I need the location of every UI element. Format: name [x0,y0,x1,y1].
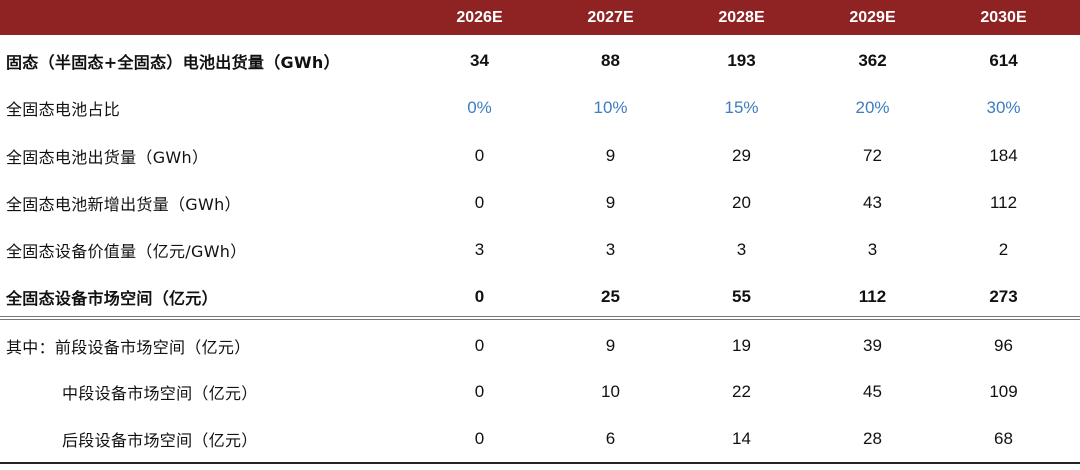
cell-value: 6 [605,428,616,448]
cell-value: 193 [727,50,756,70]
table-row: 全固态电池占比 0% 10% 15% 20% 30% [0,84,1080,131]
cell-value: 22 [732,381,751,401]
cell-value: 0 [474,381,485,401]
cell-value: 112 [858,286,887,306]
cell-value: 43 [863,192,882,212]
cell-value: 9 [605,192,616,212]
table-row: 其中：前段设备市场空间（亿元） 0 9 19 39 96 [0,322,1080,369]
cell-value: 3 [605,239,616,259]
table-row: 中段设备市场空间（亿元） 0 10 22 45 109 [0,368,1080,415]
cell-value: 34 [470,50,489,70]
cell-value: 15% [724,97,759,117]
cell-value: 184 [989,145,1018,165]
cell-value: 39 [863,335,882,355]
header-year-2028: 2028E [718,8,765,26]
cell-value: 96 [994,335,1013,355]
cell-value: 3 [867,239,878,259]
cell-value: 0 [474,428,485,448]
cell-value: 362 [858,50,887,70]
cell-value: 72 [863,145,882,165]
cell-value: 9 [605,145,616,165]
table-row: 固态（半固态+全固态）电池出货量（GWh） 34 88 193 362 614 [0,37,1080,84]
double-divider [0,316,1080,320]
cell-value: 30% [986,97,1021,117]
row-label: 全固态设备市场空间（亿元） [6,288,218,308]
row-label: 后段设备市场空间（亿元） [62,430,258,450]
cell-value: 3 [474,239,485,259]
cell-value: 19 [732,335,751,355]
header-year-2030: 2030E [980,8,1027,26]
cell-value: 29 [732,145,751,165]
cell-value: 0 [474,145,485,165]
cell-value: 45 [863,381,882,401]
cell-value: 0% [467,97,492,117]
table-row: 全固态设备市场空间（亿元） 0 25 55 112 273 [0,273,1080,320]
cell-value: 2 [998,239,1009,259]
cell-value: 28 [863,428,882,448]
cell-value: 10 [601,381,620,401]
cell-value: 109 [989,381,1018,401]
cell-value: 0 [474,335,485,355]
table-row: 全固态电池新增出货量（GWh） 0 9 20 43 112 [0,179,1080,226]
cell-value: 3 [736,239,747,259]
cell-value: 14 [732,428,751,448]
cell-value: 10% [593,97,628,117]
header-year-2026: 2026E [456,8,503,26]
cell-value: 9 [605,335,616,355]
row-label: 全固态电池占比 [6,99,121,119]
row-label: 中段设备市场空间（亿元） [62,383,258,403]
cell-value: 20% [855,97,890,117]
row-label: 全固态电池新增出货量（GWh） [6,194,241,214]
row-label: 其中：前段设备市场空间（亿元） [6,337,251,357]
row-label: 固态（半固态+全固态）电池出货量（GWh） [6,52,340,72]
cell-value: 55 [732,286,751,306]
cell-value: 88 [601,50,620,70]
cell-value: 0 [474,286,485,306]
table-row: 后段设备市场空间（亿元） 0 6 14 28 68 [0,415,1080,462]
table-bottom-border [0,462,1080,464]
table-row: 全固态设备价值量（亿元/GWh） 3 3 3 3 2 [0,226,1080,273]
cell-value: 25 [601,286,620,306]
cell-value: 20 [732,192,751,212]
row-label: 全固态电池出货量（GWh） [6,147,209,167]
cell-value: 112 [989,192,1018,212]
table-row: 全固态电池出货量（GWh） 0 9 29 72 184 [0,132,1080,179]
cell-value: 68 [994,428,1013,448]
header-label-cell [0,0,414,35]
cell-value: 273 [989,286,1018,306]
table-header: 2026E 2027E 2028E 2029E 2030E [0,0,1080,35]
cell-value: 614 [989,50,1018,70]
header-year-2027: 2027E [587,8,634,26]
header-year-2029: 2029E [849,8,896,26]
cell-value: 0 [474,192,485,212]
row-label: 全固态设备价值量（亿元/GWh） [6,241,247,261]
